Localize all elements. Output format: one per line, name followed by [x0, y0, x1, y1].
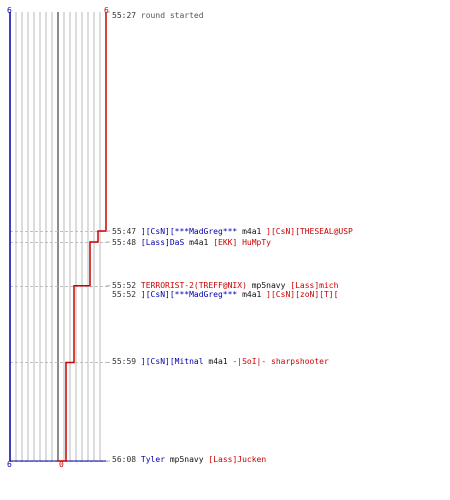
killer-name: Tyler	[140, 455, 166, 464]
victim-name: ][CsN][zoN][T][	[266, 290, 339, 299]
kill-event: 55:47 ][CsN][***MadGreg*** m4a1 ][CsN][T…	[112, 227, 353, 237]
kill-event: 55:48 [Lass]DaS m4a1 [EKK] HuMpTy	[112, 238, 271, 248]
victim-name: [EKK] HuMpTy	[213, 238, 271, 247]
event-time: 55:48	[112, 238, 137, 247]
team2-step-line	[58, 12, 107, 462]
event-time: 55:27	[112, 11, 137, 20]
killer-name: TERRORIST-2(TREFF@NIX)	[140, 281, 247, 290]
event-time: 56:08	[112, 455, 137, 464]
round-start-event: 55:27 round started	[112, 11, 204, 21]
kill-event: 55:52 TERRORIST-2(TREFF@NIX) mp5navy [La…	[112, 281, 338, 291]
event-time: 55:59	[112, 357, 137, 366]
killer-name: ][CsN][Mitnal	[140, 357, 204, 366]
killer-name: ][CsN][***MadGreg***	[140, 290, 238, 299]
victim-name: ][CsN][THESEAL@USP	[266, 227, 353, 236]
killer-name: [Lass]DaS	[140, 238, 185, 247]
event-time: 55:52	[112, 281, 137, 290]
weapon-name: m4a1	[189, 238, 209, 247]
team2-bottom-count: 0	[59, 460, 64, 469]
kill-event: 55:52 ][CsN][***MadGreg*** m4a1 ][CsN][z…	[112, 290, 338, 300]
team1-top-count: 6	[7, 6, 12, 15]
victim-name: -|SoI|- sharpshooter	[232, 357, 329, 366]
weapon-name: mp5navy	[169, 455, 204, 464]
team2-top-count: 6	[104, 6, 109, 15]
weapon-name: m4a1	[242, 290, 262, 299]
weapon-name: mp5navy	[251, 281, 286, 290]
weapon-name: m4a1	[208, 357, 228, 366]
team1-bottom-count: 6	[7, 460, 12, 469]
victim-name: [Lass]Jucken	[208, 455, 267, 464]
weapon-name: m4a1	[242, 227, 262, 236]
event-time: 55:47	[112, 227, 137, 236]
event-time: 55:52	[112, 290, 137, 299]
event-text: round started	[140, 11, 204, 20]
victim-name: [Lass]mich	[290, 281, 339, 290]
killer-name: ][CsN][***MadGreg***	[140, 227, 238, 236]
kill-event: 55:59 ][CsN][Mitnal m4a1 -|SoI|- sharpsh…	[112, 357, 329, 367]
kill-event: 56:08 Tyler mp5navy [Lass]Jucken	[112, 455, 266, 465]
